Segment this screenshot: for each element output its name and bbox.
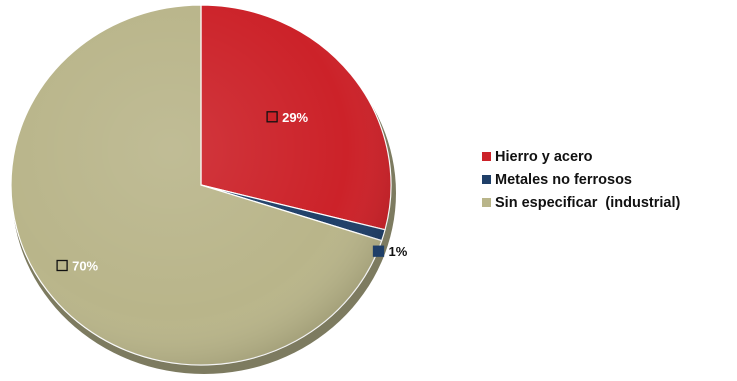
data-label-text: 29% xyxy=(282,110,308,125)
data-label-text: 1% xyxy=(389,244,408,259)
data-label-hierro-y-acero: 29% xyxy=(266,110,309,125)
pie-slices xyxy=(10,4,392,366)
legend-item-metales-no-ferrosos: Metales no ferrosos xyxy=(482,172,632,188)
legend-label: Metales no ferrosos xyxy=(495,172,632,188)
data-label-key xyxy=(266,111,278,123)
legend-item-hierro-y-acero: Hierro y acero xyxy=(482,149,593,165)
pie-data-labels: 29% 1% 70% xyxy=(56,110,408,274)
data-label-key xyxy=(372,245,385,257)
legend-swatch xyxy=(482,175,491,184)
legend: Hierro y acero Metales no ferrosos Sin esp… xyxy=(482,149,680,211)
legend-item-sin-especificar-industrial: Sin especificar (industrial) xyxy=(482,195,680,211)
legend-label: Hierro y acero xyxy=(495,149,593,165)
data-label-sin-especificar-industrial: 70% xyxy=(56,259,99,274)
legend-label: Sin especificar (industrial) xyxy=(495,195,680,211)
data-label-text: 70% xyxy=(72,259,98,274)
legend-swatch xyxy=(482,152,491,161)
data-label-key xyxy=(56,259,68,272)
legend-swatch xyxy=(482,198,491,207)
data-label-metales-no-ferrosos: 1% xyxy=(372,244,408,259)
